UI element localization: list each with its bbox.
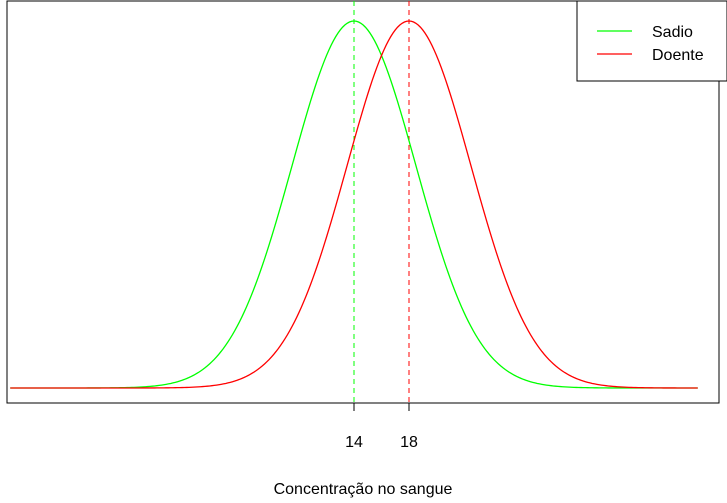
legend: Sadio Doente	[576, 0, 727, 82]
x-tick-label-14: 14	[345, 434, 363, 451]
series-line-doente	[10, 20, 698, 389]
x-axis: 14 18	[345, 402, 418, 451]
legend-box	[576, 0, 727, 82]
mean-lines	[353, 1, 410, 403]
x-tick-label-18: 18	[400, 434, 418, 451]
series-curves	[10, 20, 698, 389]
x-axis-label: Concentração no sangue	[274, 481, 453, 498]
legend-label-doente: Doente	[652, 47, 704, 64]
legend-label-sadio: Sadio	[652, 24, 693, 41]
